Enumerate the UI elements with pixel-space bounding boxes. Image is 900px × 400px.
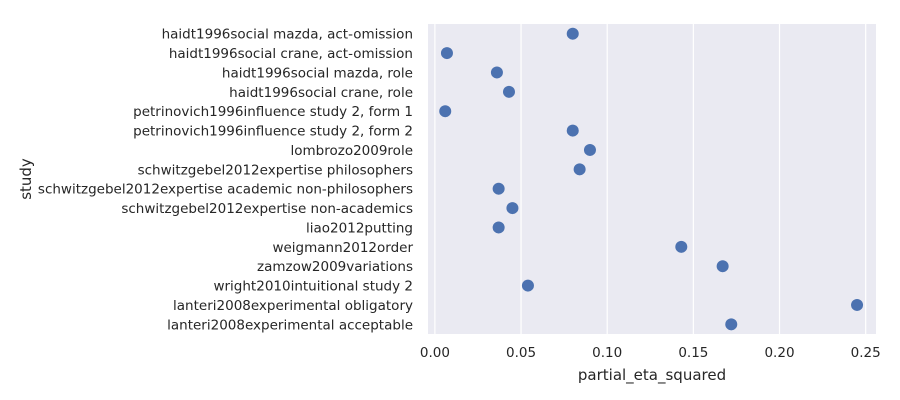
x-tick-label: 0.10 [592,345,622,361]
y-tick-label: weigmann2012order [272,240,413,256]
y-tick-labels: haidt1996social mazda, act-omission haidt… [38,27,414,334]
plot-background [428,24,876,334]
data-point [583,143,596,156]
x-tick-label: 0.25 [851,345,881,361]
y-tick-label: haidt1996social mazda, role [222,65,413,81]
x-axis-label: partial_eta_squared [578,366,726,385]
y-tick-label: haidt1996social crane, act-omission [169,46,413,62]
y-tick-label: petrinovich1996influence study 2, form 2 [133,124,413,140]
y-tick-label: petrinovich1996influence study 2, form 1 [133,104,413,120]
y-tick-label: zamzow2009variations [257,259,413,275]
x-tick-labels: 0.00 0.05 0.10 0.15 0.20 0.25 [420,345,881,361]
data-point [566,124,579,137]
y-tick-label: wright2010intuitional study 2 [213,279,413,295]
y-tick-label: schwitzgebel2012expertise philosophers [138,162,413,178]
y-tick-label: haidt1996social mazda, act-omission [162,27,413,43]
data-point [492,182,505,195]
y-tick-label: lombrozo2009role [290,143,413,159]
data-point [573,163,586,176]
data-point [566,27,579,40]
x-tick-label: 0.15 [678,345,708,361]
y-tick-label: lanteri2008experimental acceptable [167,317,413,333]
data-point [506,202,519,215]
y-tick-label: lanteri2008experimental obligatory [173,298,413,314]
x-tick-label: 0.00 [420,345,450,361]
data-point [502,85,515,98]
x-tick-label: 0.20 [764,345,794,361]
gridlines [434,24,867,334]
x-tick-label: 0.05 [506,345,536,361]
data-point [521,279,534,292]
data-point [725,318,738,331]
y-tick-label: schwitzgebel2012expertise academic non-p… [38,182,413,198]
data-points [439,27,864,331]
data-point [851,298,864,311]
data-point [490,66,503,79]
y-tick-label: liao2012putting [306,220,413,236]
y-axis-label: study [17,158,35,200]
data-point [675,240,688,253]
data-point [440,47,453,60]
data-point [439,105,452,118]
y-tick-label: haidt1996social crane, role [229,85,413,101]
y-tick-label: schwitzgebel2012expertise non-academics [121,201,413,217]
data-point [716,260,729,273]
data-point [492,221,505,234]
